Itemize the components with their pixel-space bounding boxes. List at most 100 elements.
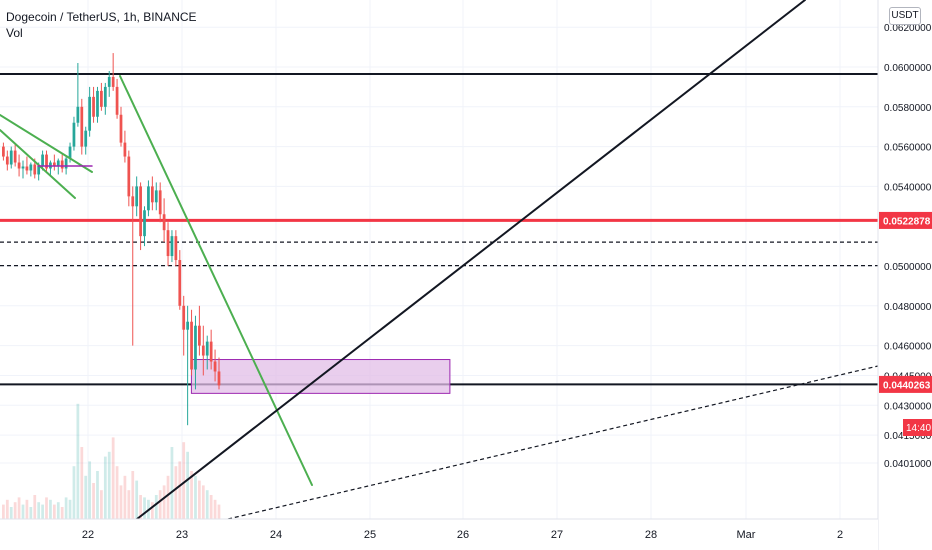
volume-bar <box>52 504 56 519</box>
trendline-wedge-upper[interactable] <box>0 114 93 173</box>
volume-bar <box>92 483 95 519</box>
last-price-badge-bg <box>879 375 932 393</box>
volume-bar <box>135 480 139 519</box>
candle-body <box>64 158 68 169</box>
volume-bar <box>21 504 25 519</box>
time-tick-label: 25 <box>364 529 376 541</box>
trendline-wedge-lower[interactable] <box>0 129 76 199</box>
volume-bar <box>45 497 48 519</box>
candle-body <box>182 305 186 330</box>
candle-body <box>154 190 158 203</box>
price-tick-label: 0.0460000 <box>884 342 932 353</box>
candle-body <box>209 341 213 362</box>
volume-bar <box>56 502 60 519</box>
price-tick-label: 0.0580000 <box>884 103 932 114</box>
candle-body <box>2 146 5 157</box>
volume-bar <box>103 456 107 519</box>
candle-body <box>52 162 56 167</box>
candle-body <box>170 236 174 257</box>
time-axis[interactable]: 22 23 24 25 26 27 28 Mar 2 <box>0 518 878 550</box>
countdown-label: 14:40 <box>906 423 931 434</box>
price-axis[interactable]: 0.0620000 0.0600000 0.0580000 0.0560000 0.05… <box>877 0 932 550</box>
chart-grid <box>0 0 878 519</box>
trendline-ascending-dashed[interactable] <box>227 365 879 520</box>
candle-body <box>213 361 217 372</box>
volume-bar <box>209 495 213 519</box>
time-tick-label: 28 <box>645 529 657 541</box>
time-tick-label: 26 <box>457 529 469 541</box>
time-tick-label: 23 <box>176 529 188 541</box>
candle-body <box>123 142 127 157</box>
candle-body <box>201 345 205 356</box>
volume-bar <box>72 466 76 519</box>
legend-sep-1: , <box>116 10 124 24</box>
volume-bar <box>41 504 44 519</box>
currency-unit-button[interactable]: USDT <box>889 7 921 25</box>
candle-body <box>131 196 135 207</box>
volume-bar <box>60 507 64 519</box>
candle-body <box>41 154 44 167</box>
volume-bar <box>198 480 201 519</box>
candle-body <box>80 106 84 147</box>
candle-body <box>88 96 92 131</box>
candle-body <box>96 90 99 117</box>
price-axis-bg <box>878 0 932 550</box>
candle-body <box>68 146 72 159</box>
volume-bar <box>5 499 9 519</box>
volume-bar <box>115 466 119 519</box>
time-tick-label: 27 <box>551 529 563 541</box>
volume-bar <box>29 507 33 519</box>
candle-body <box>205 341 209 356</box>
candle-body <box>178 260 182 306</box>
candle-body <box>119 114 123 143</box>
volume-bar <box>217 504 221 519</box>
volume-bar <box>131 471 135 519</box>
candlesticks <box>2 53 221 426</box>
symbol-name: Dogecoin / TetherUS <box>6 10 117 24</box>
candle-body <box>72 122 76 147</box>
candle-body <box>21 166 25 169</box>
price-tick-label: 0.0600000 <box>884 63 932 74</box>
candle-body <box>103 86 107 107</box>
volume-legend: Vol <box>6 26 23 40</box>
volume-bar <box>107 451 111 519</box>
level-price-badge-bg <box>879 211 932 229</box>
candle-body <box>135 186 139 207</box>
trend-drawings[interactable] <box>0 0 879 520</box>
volume-bar <box>9 507 13 519</box>
trendline-ascending-main[interactable] <box>136 0 806 520</box>
volume-bar <box>201 485 205 519</box>
candle-body <box>25 166 29 171</box>
candle-body <box>107 76 111 87</box>
candle-body <box>37 166 41 175</box>
volume-bar <box>17 497 21 519</box>
candle-body <box>139 186 142 237</box>
volume-bar <box>111 437 115 519</box>
volume-bar <box>49 499 52 519</box>
legend-sep-2: , <box>136 10 144 24</box>
candle-body <box>9 150 13 165</box>
volume-bar <box>13 502 17 519</box>
volume-bar <box>170 447 174 519</box>
candle-body <box>198 325 201 346</box>
candle-body <box>194 325 197 370</box>
time-tick-label: 24 <box>270 529 282 541</box>
volume-bar <box>186 451 190 519</box>
trendline-descending[interactable] <box>119 75 313 486</box>
volume-bar <box>64 497 68 519</box>
volume-bar <box>119 485 123 519</box>
candle-body <box>45 154 48 169</box>
price-tick-label: 0.0480000 <box>884 302 932 313</box>
volume-bar <box>84 475 88 519</box>
volume-bar <box>80 447 84 519</box>
price-tick-label: 0.0620000 <box>884 23 932 34</box>
last-price-badge: 0.0440263 <box>883 380 931 391</box>
volume-bar <box>158 490 162 519</box>
candle-body <box>17 162 21 169</box>
volume-bar <box>213 499 217 519</box>
countdown-badge-bg <box>903 419 932 436</box>
candle-body <box>84 130 88 147</box>
volume-bar <box>182 442 186 519</box>
